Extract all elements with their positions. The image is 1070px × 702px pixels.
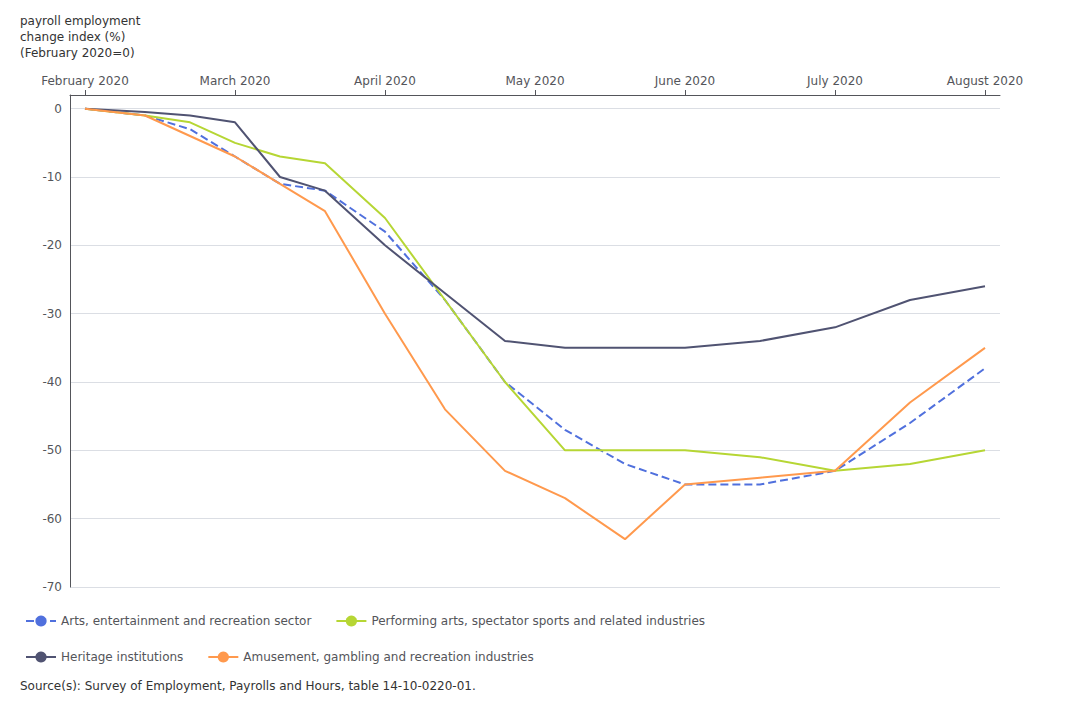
svg-text:-60: -60 — [42, 512, 62, 526]
svg-text:Performing arts, spectator spo: Performing arts, spectator sports and re… — [371, 614, 705, 628]
svg-text:May 2020: May 2020 — [505, 74, 564, 88]
svg-text:-70: -70 — [42, 580, 62, 594]
svg-text:Amusement, gambling and recrea: Amusement, gambling and recreation indus… — [243, 650, 533, 664]
svg-text:August 2020: August 2020 — [947, 74, 1023, 88]
svg-text:July 2020: July 2020 — [806, 74, 863, 88]
svg-text:February 2020: February 2020 — [41, 74, 129, 88]
svg-text:Source(s): Survey of Employmen: Source(s): Survey of Employment, Payroll… — [20, 679, 476, 693]
svg-text:-10: -10 — [42, 170, 62, 184]
svg-text:0: 0 — [54, 102, 62, 116]
svg-text:June 2020: June 2020 — [654, 74, 716, 88]
svg-text:-30: -30 — [42, 307, 62, 321]
svg-text:Heritage institutions: Heritage institutions — [61, 650, 183, 664]
svg-text:-50: -50 — [42, 443, 62, 457]
svg-text:-20: -20 — [42, 238, 62, 252]
svg-text:Arts, entertainment and recrea: Arts, entertainment and recreation secto… — [61, 614, 311, 628]
svg-text:payroll employment: payroll employment — [20, 14, 141, 28]
svg-text:change index (%): change index (%) — [20, 30, 125, 44]
svg-text:March 2020: March 2020 — [200, 74, 271, 88]
svg-text:(February 2020=0): (February 2020=0) — [20, 46, 135, 60]
svg-text:-40: -40 — [42, 375, 62, 389]
svg-text:April 2020: April 2020 — [354, 74, 416, 88]
